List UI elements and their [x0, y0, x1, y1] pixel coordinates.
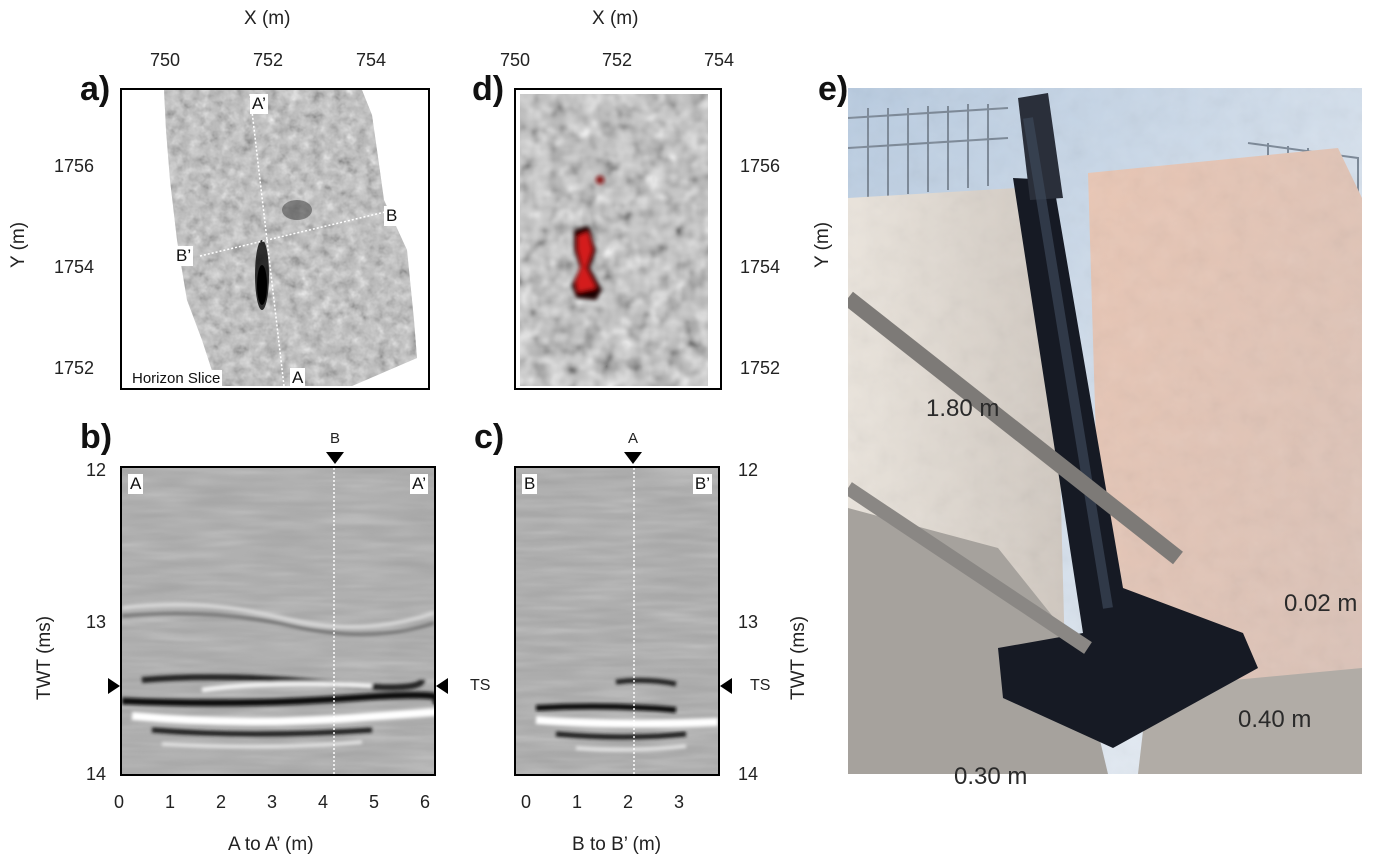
- dimension-side: 0.40 m: [1238, 706, 1312, 733]
- profile-line-a: [249, 93, 285, 387]
- horizon-slice-label: Horizon Slice: [130, 370, 223, 387]
- panel-c-ts-label: TS: [750, 677, 771, 694]
- label-a: A: [290, 368, 306, 388]
- panel-c-x-tick: 2: [623, 792, 634, 812]
- panel-b-x-tick: 0: [114, 792, 125, 812]
- section-b-image: [516, 468, 718, 774]
- panel-d-x-axis-title: X (m): [592, 8, 639, 29]
- panel-c-letter: c): [474, 418, 505, 456]
- horizon-slice-frame: A’ A B B’ Horizon Slice: [120, 88, 430, 390]
- panel-c-x-tick: 3: [674, 792, 685, 812]
- panel-b-y-tick: 13: [86, 612, 107, 632]
- panel-b-x-axis-title: A to A’ (m): [228, 834, 314, 855]
- panel-b-x-tick: 1: [165, 792, 176, 812]
- label-a-prime: A’: [250, 94, 268, 114]
- section-b-reflectors: [535, 677, 718, 752]
- panel-d-x-tick: 752: [602, 50, 633, 70]
- panel-a-y-tick: 1752: [54, 358, 95, 378]
- panel-a-x-tick: 750: [150, 50, 181, 70]
- panel-c-y-axis-title: TWT (ms): [788, 615, 809, 700]
- panel-a-x-tick: 754: [356, 50, 387, 70]
- panel-b-ts-right-arrow: [436, 678, 448, 694]
- panel-d-x-tick: 750: [500, 50, 531, 70]
- panel-b-ts-left-arrow: [108, 678, 120, 694]
- panel-b-y-tick: 12: [86, 460, 107, 480]
- panel-c-crossing-marker: A: [628, 430, 639, 447]
- panel-b-crossing-marker: B: [330, 430, 341, 447]
- label-b: B: [384, 206, 400, 226]
- dimension-bottom: 0.30 m: [954, 763, 1028, 790]
- panel-d-y-tick: 1752: [740, 358, 781, 378]
- panel-a-y-tick: 1754: [54, 257, 95, 277]
- pipe-upper: [848, 291, 1183, 565]
- section-b-left-label: B: [522, 474, 538, 494]
- panel-c-x-tick: 1: [572, 792, 583, 812]
- section-a-left-label: A: [128, 474, 144, 494]
- section-a-reflectors: [122, 602, 434, 749]
- panel-a-y-tick: 1756: [54, 156, 95, 176]
- dimension-length: 1.80 m: [926, 395, 1000, 422]
- panel-c-y-tick: 14: [738, 764, 759, 784]
- section-a-frame: A A’: [120, 466, 436, 776]
- section-a-right-label: A’: [410, 474, 428, 494]
- panel-d-y-tick: 1754: [740, 257, 781, 277]
- section-b-right-label: B’: [692, 474, 712, 494]
- panel-c-x-tick: 0: [521, 792, 532, 812]
- pipe-lower: [848, 482, 1092, 654]
- section-b-frame: B B’: [514, 466, 720, 776]
- dimension-top: 0.02 m: [1284, 590, 1358, 617]
- panel-c-x-axis-title: B to B’ (m): [572, 834, 662, 855]
- panel-a-x-tick: 752: [253, 50, 284, 70]
- panel-c-y-tick: 13: [738, 612, 759, 632]
- section-a-image: [122, 468, 434, 774]
- panel-d-x-tick: 754: [704, 50, 735, 70]
- panel-c-ts-right-arrow: [720, 678, 732, 694]
- panel-d-letter: d): [472, 70, 505, 108]
- panel-e-letter: e): [818, 70, 849, 108]
- panel-b-x-tick: 4: [318, 792, 329, 812]
- panel-b-x-tick: 3: [267, 792, 278, 812]
- anomaly-red: [576, 232, 596, 292]
- panel-d-y-tick: 1756: [740, 156, 781, 176]
- panel-a-x-axis-title: X (m): [244, 8, 291, 29]
- panel-a-letter: a): [80, 70, 111, 108]
- excavation-photo: [848, 88, 1362, 774]
- panel-b-crossing-arrow: [326, 452, 344, 464]
- panel-e-y-axis-title: Y (m): [812, 221, 833, 268]
- excavation-photo-image: [848, 88, 1362, 774]
- panel-a-y-axis-title: Y (m): [8, 221, 29, 268]
- panel-b-letter: b): [80, 418, 113, 456]
- horizon-slice-image: [164, 90, 417, 387]
- panel-b-y-axis-title: TWT (ms): [34, 615, 55, 700]
- panel-b-x-tick: 5: [369, 792, 380, 812]
- panel-b-ts-label: TS: [470, 677, 491, 694]
- panel-c-y-tick: 12: [738, 460, 759, 480]
- label-b-prime: B’: [174, 246, 194, 266]
- panel-b-x-tick: 2: [216, 792, 227, 812]
- interpolated-slice-image: [520, 94, 718, 386]
- panel-b-x-tick: 6: [420, 792, 431, 812]
- panel-b-y-tick: 14: [86, 764, 107, 784]
- interpolated-slice-frame: [514, 88, 722, 390]
- panel-c-crossing-arrow: [624, 452, 642, 464]
